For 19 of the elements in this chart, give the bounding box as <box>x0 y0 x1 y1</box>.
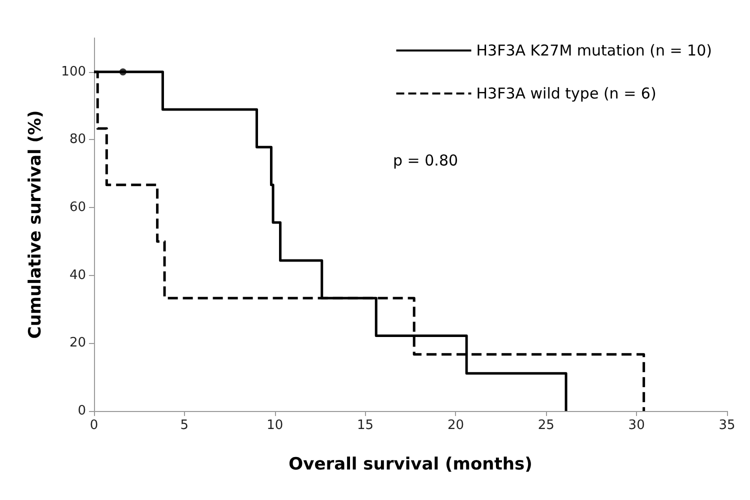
y-tick-label: 0 <box>78 404 86 418</box>
y-axis-title: Cumulative survival (%) <box>26 110 46 339</box>
annotation: p = 0.80 <box>393 152 458 170</box>
x-tick-label: 35 <box>718 418 736 433</box>
x-tick-label: 30 <box>628 418 645 433</box>
y-tick-label: 80 <box>69 132 86 148</box>
y-tick-label: 100 <box>61 64 86 80</box>
x-tick-label: 25 <box>538 418 554 433</box>
legend-label: H3F3A K27M mutation (n = 10) <box>476 42 712 60</box>
legend-label: H3F3A wild type (n = 6) <box>476 84 656 102</box>
x-tick-label: 0 <box>90 418 98 433</box>
x-tick-label: 15 <box>357 418 374 433</box>
y-tick-label: 20 <box>69 336 86 351</box>
y-tick-label: 60 <box>69 200 86 216</box>
y-tick-label: 40 <box>69 268 86 283</box>
x-tick-label: 5 <box>180 418 189 433</box>
x-tick-label: 10 <box>266 418 284 433</box>
x-tick-label: 20 <box>447 418 464 433</box>
x-axis-title: Overall survival (months) <box>288 454 532 474</box>
